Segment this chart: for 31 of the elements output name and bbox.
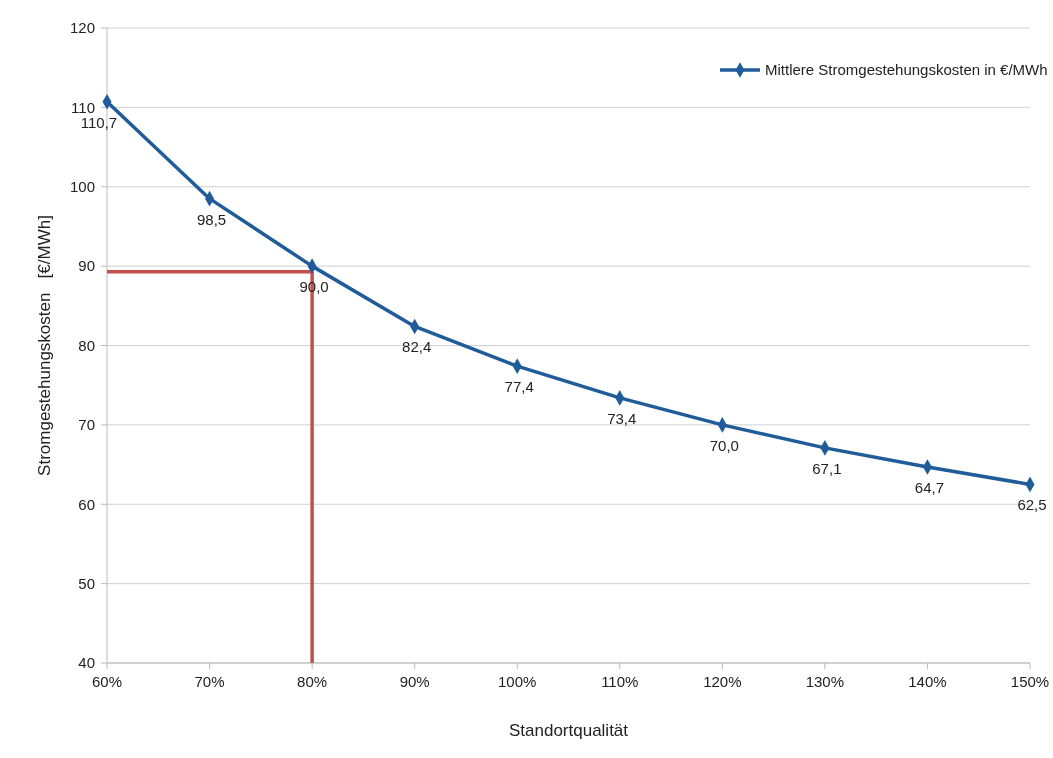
y-tick-label: 90 [78,257,95,275]
x-tick-label: 110% [601,673,639,690]
y-axis-title: Stromgestehungskosten [€/MWh] [35,215,54,476]
data-label: 82,4 [402,338,432,356]
data-label: 110,7 [80,113,118,131]
y-tick-label: 110 [71,98,95,116]
legend-label: Mittlere Stromgestehungskosten in €/MWh [765,61,1048,79]
x-tick-label: 60% [91,673,123,690]
x-tick-label: 140% [908,673,947,690]
y-tick-label: 60 [78,495,95,513]
x-tick-label: 90% [399,673,430,690]
y-tick-label: 100 [69,178,95,195]
data-label: 64,7 [914,478,945,496]
y-tick-label: 50 [78,574,95,592]
y-tick-label: 120 [69,19,95,37]
y-tick-label: 80 [78,336,95,354]
x-tick-label: 80% [297,673,328,690]
x-tick-label: 100% [498,673,537,690]
x-tick-label: 120% [703,673,742,690]
data-label: 67,1 [812,459,842,477]
x-tick-label: 150% [1010,673,1050,690]
data-label: 77,4 [504,378,534,396]
data-label: 70,0 [709,436,739,454]
x-tick-label: 70% [194,673,225,690]
y-tick-label: 40 [78,654,95,672]
y-tick-label: 70 [78,416,95,434]
x-axis-title: Standortqualität [508,721,629,740]
data-label: 98,5 [196,210,227,228]
x-tick-label: 130% [805,673,845,690]
data-label: 73,4 [607,409,637,427]
data-label: 62,5 [1017,496,1047,514]
